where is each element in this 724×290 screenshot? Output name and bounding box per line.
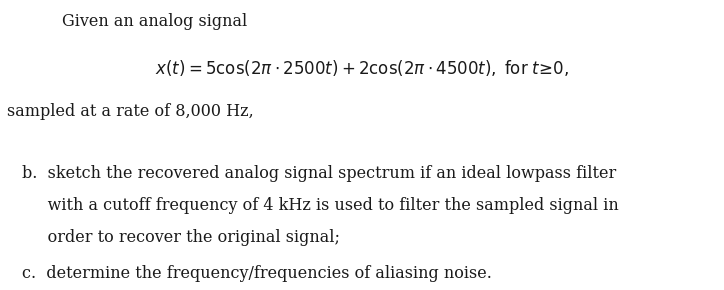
Text: order to recover the original signal;: order to recover the original signal; <box>22 229 340 246</box>
Text: with a cutoff frequency of 4 kHz is used to filter the sampled signal in: with a cutoff frequency of 4 kHz is used… <box>22 197 618 214</box>
Text: b.  sketch the recovered analog signal spectrum if an ideal lowpass filter: b. sketch the recovered analog signal sp… <box>22 165 616 182</box>
Text: $x(t) = 5\cos(2\pi \cdot 2500t) + 2\cos(2\pi \cdot 4500t),$$\;\mathrm{for}\; t \: $x(t) = 5\cos(2\pi \cdot 2500t) + 2\cos(… <box>155 58 569 78</box>
Text: sampled at a rate of 8,000 Hz,: sampled at a rate of 8,000 Hz, <box>7 103 254 120</box>
Text: c.  determine the frequency/frequencies of aliasing noise.: c. determine the frequency/frequencies o… <box>22 265 492 282</box>
Text: Given an analog signal: Given an analog signal <box>62 13 247 30</box>
